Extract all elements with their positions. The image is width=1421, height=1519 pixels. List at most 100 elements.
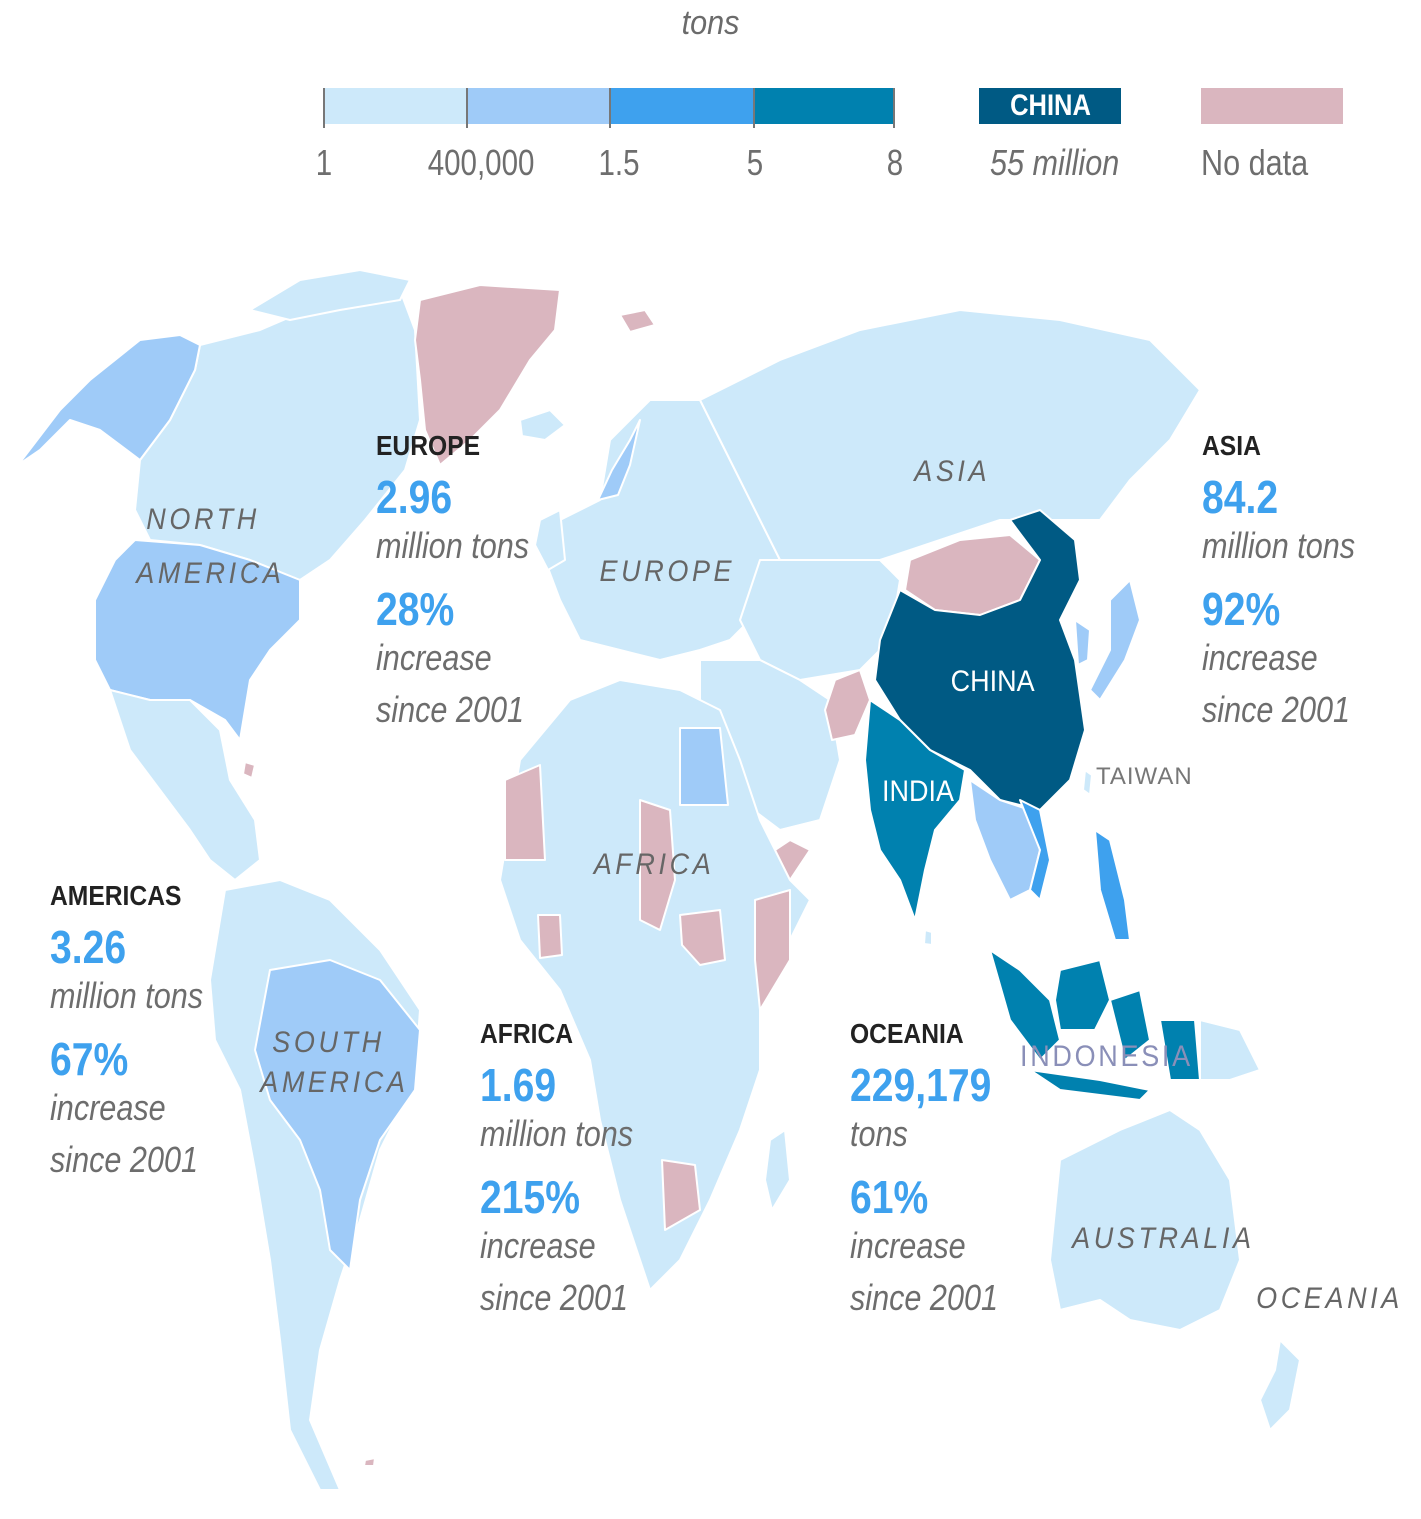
stat-line2: since 2001: [1202, 689, 1351, 730]
japan-shape: [1089, 579, 1141, 701]
caribbean-shape: [242, 761, 256, 779]
label-europe: EUROPE: [599, 555, 736, 588]
new-zealand-shape: [1259, 1339, 1301, 1431]
label-china: CHINA: [950, 665, 1035, 698]
legend-bin-1: [325, 88, 467, 124]
legend-bin-3: [610, 88, 754, 124]
afghanistan-shape: [824, 669, 871, 741]
korea-shape: [1074, 619, 1091, 666]
indonesia-shape: [989, 949, 1061, 1061]
legend-no-data-label: No data: [1201, 142, 1309, 183]
stat-block-asia: ASIA 84.2 million tons 92% increase sinc…: [1202, 430, 1382, 732]
mexico-shape: [109, 689, 261, 881]
legend-unit-title: tons: [681, 4, 740, 42]
legend-china-value: 55 million: [990, 142, 1120, 183]
label-taiwan: TAIWAN: [1096, 763, 1193, 790]
label-north-america-line2: AMERICA: [136, 557, 285, 590]
falklands-shape: [363, 1457, 376, 1467]
stat-unit: million tons: [1202, 525, 1356, 566]
legend-tick-label: 400,000: [427, 142, 535, 183]
chad-shape: [639, 799, 676, 931]
stat-region: AFRICA: [480, 1018, 574, 1049]
png-shape: [1199, 1019, 1261, 1081]
stat-percent: 67%: [50, 1033, 129, 1085]
stat-unit: million tons: [480, 1113, 634, 1154]
stat-percent: 92%: [1202, 583, 1281, 635]
sulawesi-shape: [1109, 989, 1151, 1061]
stat-percent: 28%: [376, 583, 455, 635]
stat-percent: 61%: [850, 1171, 929, 1223]
label-north-america-line1: NORTH: [146, 503, 260, 536]
label-asia: ASIA: [914, 455, 991, 488]
somalia-shape: [754, 889, 791, 1011]
stat-amount: 2.96: [376, 471, 453, 523]
arctic-islands-shape: [249, 269, 411, 321]
label-india: INDIA: [882, 775, 955, 808]
stat-line1: increase: [850, 1225, 966, 1266]
india-shape: [864, 699, 966, 921]
stat-line1: increase: [1202, 637, 1318, 678]
svalbard-shape: [619, 309, 656, 333]
usa-shape: [94, 539, 301, 741]
label-africa: AFRICA: [593, 848, 715, 881]
world-map: [17, 269, 1301, 1491]
legend-tick-label: 1.5: [598, 142, 640, 183]
philippines-shape: [1094, 829, 1131, 941]
vietnam-shape: [1019, 799, 1051, 901]
south-sudan-shape: [679, 909, 726, 966]
stat-line1: increase: [376, 637, 492, 678]
sri-lanka-shape: [923, 929, 933, 946]
stat-block-americas: AMERICAS 3.26 million tons 67% increase …: [50, 880, 230, 1182]
stat-line2: since 2001: [480, 1277, 629, 1318]
stat-percent: 215%: [480, 1171, 581, 1223]
stat-block-europe: EUROPE 2.96 million tons 28% increase si…: [376, 430, 556, 732]
australia-shape: [1049, 1109, 1241, 1331]
legend-bin-2: [467, 88, 610, 124]
legend-tick-label: 1: [315, 142, 333, 183]
legend-tick-label: 5: [746, 142, 764, 183]
greenland-shape: [414, 284, 561, 466]
label-south-america-line1: SOUTH: [272, 1026, 385, 1059]
stat-unit: million tons: [50, 975, 204, 1016]
stat-region: OCEANIA: [850, 1018, 964, 1049]
stat-region: EUROPE: [376, 430, 481, 461]
stat-region: ASIA: [1202, 430, 1261, 461]
legend-china-swatch: CHINA: [979, 88, 1121, 124]
legend-no-data-swatch: [1201, 88, 1343, 124]
botswana-shape: [661, 1159, 701, 1231]
stat-region: AMERICAS: [50, 880, 182, 911]
legend-tick: [893, 88, 895, 128]
stat-block-africa: AFRICA 1.69 million tons 215% increase s…: [480, 1018, 660, 1320]
iceland-shape: [519, 409, 566, 441]
stat-amount: 229,179: [850, 1059, 992, 1111]
label-oceania: OCEANIA: [1256, 1282, 1403, 1315]
ivory-coast-shape: [537, 914, 563, 959]
legend-tick-label: 8: [886, 142, 904, 183]
stat-amount: 84.2: [1202, 471, 1279, 523]
russia-shape: [699, 309, 1201, 561]
legend-tick: [753, 88, 755, 128]
java-shape: [1029, 1069, 1151, 1101]
stat-line2: since 2001: [376, 689, 525, 730]
western-sahara-shape: [504, 764, 546, 861]
legend-tick: [466, 88, 468, 128]
label-australia: AUSTRALIA: [1072, 1222, 1255, 1255]
egypt-shape: [679, 727, 729, 806]
stat-line2: since 2001: [850, 1277, 999, 1318]
stat-unit: million tons: [376, 525, 530, 566]
legend-china-label: CHINA: [1009, 89, 1091, 122]
norway-shape: [597, 419, 641, 501]
legend-tick: [609, 88, 611, 128]
taiwan-shape: [1082, 769, 1093, 796]
stat-amount: 1.69: [480, 1059, 557, 1111]
stat-line2: since 2001: [50, 1139, 199, 1180]
stat-block-oceania: OCEANIA 229,179 tons 61% increase since …: [850, 1018, 1024, 1320]
label-indonesia: INDONESIA: [1020, 1040, 1193, 1073]
legend-tick: [323, 88, 325, 128]
stat-amount: 3.26: [50, 921, 127, 973]
africa-shape: [499, 679, 811, 1291]
uk-shape: [534, 509, 566, 571]
stat-unit: tons: [850, 1113, 908, 1154]
alaska-shape: [17, 334, 201, 466]
stat-line1: increase: [480, 1225, 596, 1266]
